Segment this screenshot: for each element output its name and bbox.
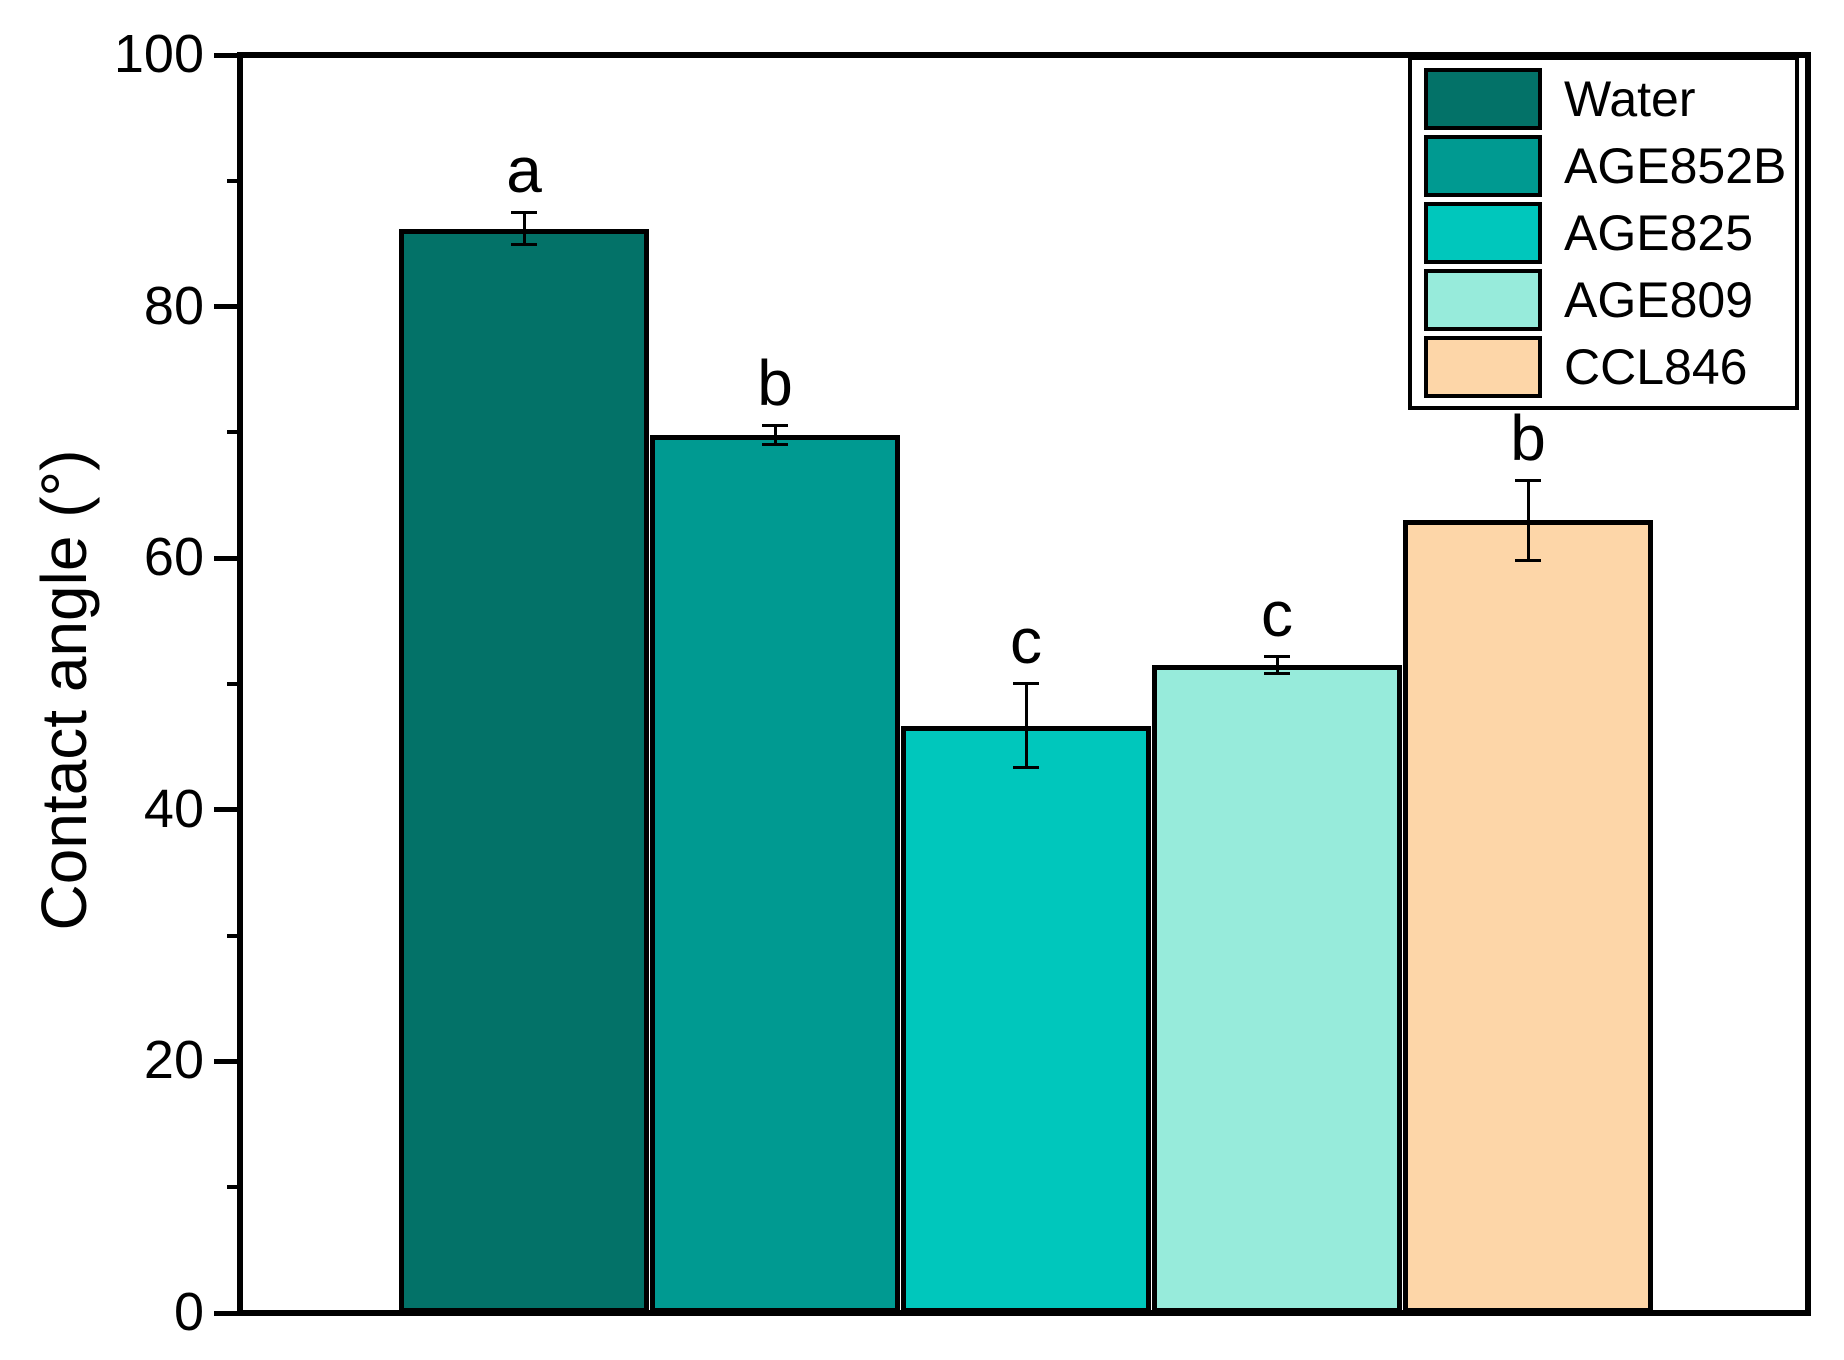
y-tick-major-100 <box>214 52 240 58</box>
legend-item-age809: AGE809 <box>1424 269 1783 331</box>
error-cap-bottom-ccl846 <box>1515 558 1541 562</box>
legend-label-water: Water <box>1564 70 1696 127</box>
error-bar-ccl846 <box>1526 480 1530 561</box>
error-cap-bottom-age825 <box>1013 766 1039 770</box>
legend-label-ccl846: CCL846 <box>1564 338 1748 395</box>
error-bar-age852b <box>773 424 777 445</box>
y-tick-label-100: 100 <box>113 23 204 84</box>
y-tick-minor-10 <box>227 1185 241 1190</box>
y-tick-major-20 <box>214 1058 240 1064</box>
y-tick-minor-50 <box>227 682 241 686</box>
y-tick-label-40: 40 <box>143 778 204 839</box>
error-cap-bottom-age852b <box>762 442 788 446</box>
y-tick-label-60: 60 <box>143 527 204 588</box>
legend: Water AGE852B AGE825 AGE809 CCL846 <box>1408 56 1799 410</box>
legend-swatch-water <box>1424 68 1542 130</box>
legend-swatch-age825 <box>1424 202 1542 264</box>
y-tick-label-80: 80 <box>143 275 204 336</box>
legend-swatch-age852b <box>1424 135 1542 197</box>
legend-swatch-age809 <box>1424 269 1542 331</box>
bar-ccl846 <box>1403 520 1653 1313</box>
error-bar-age809 <box>1275 656 1279 674</box>
significance-letter-water: a <box>506 134 542 207</box>
error-cap-top-age809 <box>1264 655 1290 659</box>
legend-item-water: Water <box>1424 68 1783 130</box>
legend-swatch-ccl846 <box>1424 336 1542 398</box>
significance-letter-age809: c <box>1261 578 1293 651</box>
significance-letter-age852b: b <box>757 346 793 419</box>
y-tick-label-20: 20 <box>143 1030 204 1091</box>
significance-letter-ccl846: b <box>1510 402 1546 475</box>
y-tick-minor-70 <box>227 430 241 435</box>
bar-water <box>399 228 649 1313</box>
y-tick-minor-30 <box>227 933 241 938</box>
legend-label-age809: AGE809 <box>1564 271 1754 328</box>
y-tick-major-0 <box>214 1310 240 1316</box>
legend-label-age825: AGE825 <box>1564 204 1754 261</box>
y-tick-major-40 <box>214 807 240 813</box>
bar-age852b <box>650 434 900 1313</box>
legend-item-ccl846: CCL846 <box>1424 336 1783 398</box>
error-cap-bottom-age809 <box>1264 671 1290 675</box>
legend-label-age852b: AGE852B <box>1564 137 1787 194</box>
error-cap-top-age825 <box>1013 681 1039 685</box>
error-bar-age825 <box>1024 682 1028 769</box>
error-bar-water <box>522 212 526 245</box>
error-cap-bottom-water <box>511 242 537 246</box>
bar-age809 <box>1152 665 1402 1313</box>
error-cap-top-water <box>511 211 537 215</box>
y-axis-title: Contact angle (°) <box>28 449 100 931</box>
legend-item-age825: AGE825 <box>1424 202 1783 264</box>
significance-letter-age825: c <box>1010 604 1042 677</box>
y-tick-major-60 <box>214 555 240 561</box>
error-cap-top-age852b <box>762 423 788 427</box>
error-cap-top-ccl846 <box>1515 479 1541 483</box>
y-tick-major-80 <box>214 304 240 310</box>
y-tick-label-0: 0 <box>173 1281 204 1342</box>
y-tick-minor-90 <box>227 178 241 183</box>
bar-age825 <box>901 725 1151 1313</box>
legend-item-age852b: AGE852B <box>1424 135 1787 197</box>
